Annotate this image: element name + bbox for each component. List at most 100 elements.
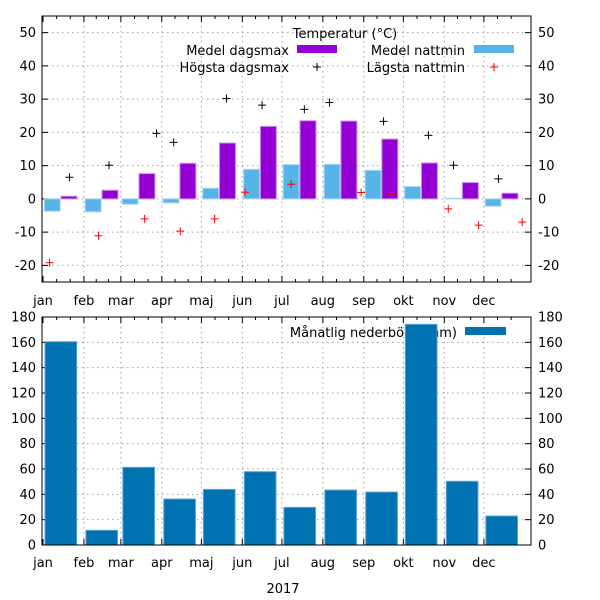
data-point-cross [494,174,503,183]
y-tick-label-right: 0 [538,539,546,554]
data-point-cross [94,231,103,240]
data-point-cross [152,129,161,138]
bar-medel-dagsmax [218,142,236,200]
y-tick-label-right: 30 [538,93,555,108]
bar-nederbord [365,491,398,546]
x-tick-label: dec [472,294,495,309]
x-tick-label: jul [273,556,289,571]
x-axis-label: 2017 [266,582,299,597]
precipitation-chart: 0 0 20 20 40 40 60 60 80 80 100 100 120 120 140 140 160 1… [11,311,563,598]
y-tick-label: 50 [19,26,36,41]
bar-medel-nattmin [202,187,220,200]
x-tick-label: okt [393,556,414,571]
data-point-cross [210,214,219,223]
y-tick-label: 120 [11,387,36,402]
x-tick-label: apr [151,556,173,571]
temperature-chart: -20 -20 -10 -10 0 0 10 10 20 20 30 30 40 40 50 50 jan feb… [15,15,559,309]
data-point-cross [222,94,231,103]
x-tick-label: jul [273,294,289,309]
legend-label: Medel nattmin [371,44,465,59]
y-tick-label: -20 [15,259,36,274]
data-point-cross [424,131,433,140]
bar-medel-nattmin [323,163,341,200]
bar-nederbord [485,515,519,546]
y-tick-label: 100 [11,412,36,427]
y-tick-label: 30 [19,93,36,108]
x-tick-label: maj [189,294,213,309]
x-tick-label: aug [311,556,335,571]
x-tick-label: okt [393,294,414,309]
y-tick-label: 80 [19,437,36,452]
bar-nederbord [122,466,156,546]
y-tick-label-right: 20 [538,513,555,528]
data-point-cross [287,180,296,189]
y-tick-label: 60 [19,463,36,478]
data-point-cross [387,190,396,199]
y-tick-label-right: 40 [538,488,555,503]
bar-medel-dagsmax [138,173,156,200]
x-tick-label: dec [472,556,495,571]
data-point-cross [140,214,149,223]
y-tick-label: 0 [28,539,36,554]
bar-nederbord [163,498,196,546]
bar-medel-dagsmax [299,120,317,200]
bar-nederbord [44,341,78,546]
y-tick-label-right: 0 [538,192,546,207]
legend-label: Medel dagsmax [186,44,289,59]
x-tick-label: apr [151,294,173,309]
x-tick-label: feb [74,294,95,309]
data-point-cross [490,63,498,71]
y-tick-label-right: 80 [538,437,555,452]
bar-medel-dagsmax [60,195,78,200]
legend-label: Lägsta nattmin [367,61,465,76]
bar-medel-dagsmax [501,192,519,200]
y-tick-label: 20 [19,513,36,528]
bar-medel-dagsmax [259,125,277,200]
bar-medel-dagsmax [381,138,399,200]
bar-medel-nattmin [121,198,139,205]
x-tick-label: mar [108,294,135,309]
bar-nederbord [324,489,358,546]
y-tick-label: 40 [19,488,36,503]
data-point-cross [300,105,309,114]
y-tick-label-right: 140 [538,361,563,376]
plot-border [41,15,532,283]
y-tick-label: 20 [19,126,36,141]
x-tick-label: jan [32,556,53,571]
x-tick-label: jan [32,294,53,309]
data-point-cross [357,188,366,197]
data-point-cross [444,204,453,213]
bar-nederbord [243,471,277,546]
bar-nederbord [85,529,119,546]
data-point-cross [240,188,249,197]
legend: Temperatur (°C)Medel dagsmax Medel nattmi… [179,27,514,76]
bar-medel-dagsmax [179,162,197,200]
bar-medel-dagsmax [461,182,479,200]
bar-medel-dagsmax [340,120,358,200]
data-point-cross [325,98,334,107]
y-tick-label: 140 [11,361,36,376]
data-point-cross [45,258,54,267]
bar-nederbord [445,480,479,546]
data-point-cross [258,101,267,110]
bar-medel-nattmin [84,198,102,213]
y-tick-label-right: 160 [538,336,563,351]
bar-medel-nattmin [43,198,61,212]
data-point-cross [65,173,74,182]
y-tick-label: 40 [19,59,36,74]
y-tick-label-right: 50 [538,26,555,41]
bar-nederbord [283,506,317,546]
legend-swatch-blue [474,45,514,53]
y-tick-label: 0 [28,192,36,207]
bar-medel-nattmin [445,197,462,200]
bar-medel-dagsmax [420,162,438,200]
legend-swatch-purple [297,45,337,53]
bar-medel-nattmin [243,168,260,200]
y-tick-label-right: 100 [538,412,563,427]
y-tick-label-right: 20 [538,126,555,141]
data-point-cross [449,161,458,170]
data-point-cross [379,117,388,126]
y-tick-label-right: 180 [538,311,563,326]
legend: Månatlig nederbörd (mm) [290,326,506,341]
